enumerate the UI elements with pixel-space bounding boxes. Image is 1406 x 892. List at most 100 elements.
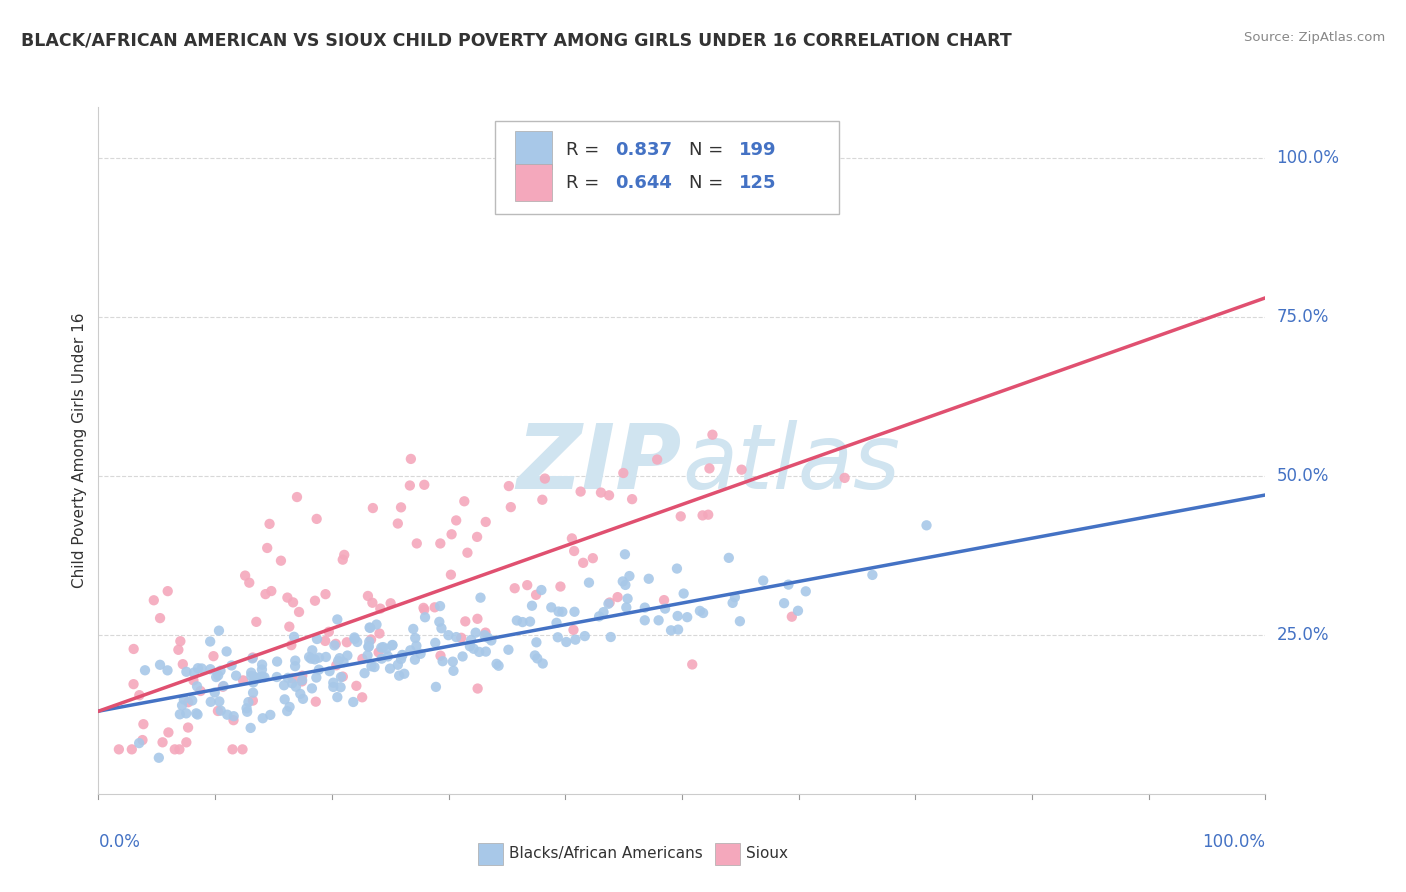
Point bbox=[474, 625, 496, 640]
Point bbox=[212, 680, 235, 694]
Point bbox=[281, 676, 304, 690]
Point bbox=[451, 649, 474, 664]
Point bbox=[149, 611, 172, 625]
Point bbox=[429, 599, 451, 613]
Point bbox=[562, 544, 585, 558]
Point bbox=[551, 605, 574, 619]
Point bbox=[588, 609, 610, 624]
Point bbox=[301, 643, 323, 657]
Point bbox=[187, 661, 209, 675]
Point bbox=[325, 658, 347, 673]
Point bbox=[215, 644, 238, 658]
Point bbox=[444, 630, 467, 644]
Point bbox=[562, 623, 585, 637]
Point bbox=[780, 609, 803, 624]
Point bbox=[402, 622, 425, 636]
Point bbox=[612, 466, 634, 480]
Point bbox=[209, 704, 232, 718]
Text: ZIP: ZIP bbox=[516, 420, 682, 508]
Point bbox=[270, 554, 292, 568]
Point bbox=[464, 625, 486, 640]
Point bbox=[413, 477, 436, 491]
Point bbox=[467, 681, 489, 696]
Point bbox=[498, 479, 520, 493]
Point bbox=[284, 654, 307, 668]
Point bbox=[333, 548, 356, 562]
Point bbox=[666, 609, 689, 624]
Point bbox=[561, 532, 583, 546]
Point bbox=[186, 679, 208, 693]
Point bbox=[564, 605, 586, 619]
Point bbox=[378, 662, 401, 676]
Point bbox=[523, 648, 546, 663]
Point bbox=[266, 670, 288, 684]
Point bbox=[207, 704, 229, 718]
Text: N =: N = bbox=[689, 141, 728, 160]
Text: Source: ZipAtlas.com: Source: ZipAtlas.com bbox=[1244, 31, 1385, 45]
Point bbox=[330, 670, 353, 684]
Point bbox=[283, 630, 305, 644]
Point bbox=[299, 651, 322, 665]
Point bbox=[721, 596, 744, 610]
Point bbox=[519, 615, 541, 629]
Point bbox=[363, 660, 385, 674]
Point bbox=[413, 610, 436, 624]
Point bbox=[332, 552, 354, 566]
Point bbox=[357, 589, 380, 603]
Point bbox=[236, 705, 259, 719]
Point bbox=[526, 635, 548, 649]
Point bbox=[430, 621, 453, 635]
Point bbox=[273, 678, 295, 692]
Point bbox=[368, 626, 391, 640]
Point bbox=[377, 649, 399, 664]
Point bbox=[266, 655, 288, 669]
Point bbox=[440, 567, 463, 582]
Point bbox=[242, 650, 264, 665]
Point bbox=[460, 632, 482, 647]
Point bbox=[717, 550, 740, 565]
Point bbox=[512, 615, 534, 629]
Point bbox=[163, 742, 186, 756]
Point bbox=[152, 735, 174, 749]
Point bbox=[308, 663, 330, 677]
Point bbox=[405, 639, 427, 653]
Point bbox=[172, 657, 194, 672]
Point bbox=[242, 675, 264, 690]
Point bbox=[198, 634, 221, 648]
Point bbox=[239, 721, 262, 735]
Point bbox=[370, 640, 392, 655]
Point bbox=[323, 639, 346, 653]
Point bbox=[388, 668, 411, 682]
Point bbox=[555, 635, 578, 649]
FancyBboxPatch shape bbox=[478, 843, 503, 864]
Point bbox=[238, 575, 260, 590]
Point bbox=[242, 693, 264, 707]
Point bbox=[169, 634, 191, 648]
Point bbox=[121, 742, 143, 756]
Point bbox=[915, 518, 938, 533]
Point bbox=[423, 600, 446, 615]
Point bbox=[669, 509, 692, 524]
Point bbox=[221, 658, 243, 673]
Point bbox=[174, 706, 197, 721]
Point bbox=[278, 620, 301, 634]
Point bbox=[465, 530, 488, 544]
Point bbox=[177, 721, 200, 735]
Point bbox=[352, 690, 374, 705]
Point bbox=[278, 699, 301, 714]
Point bbox=[381, 638, 404, 652]
Point bbox=[474, 515, 496, 529]
Point bbox=[619, 569, 641, 583]
Point bbox=[342, 695, 364, 709]
Point bbox=[488, 658, 510, 673]
Point bbox=[456, 546, 478, 560]
Point bbox=[702, 427, 724, 442]
Point bbox=[250, 657, 273, 672]
Text: N =: N = bbox=[689, 174, 728, 192]
Point bbox=[672, 586, 695, 600]
Point bbox=[291, 673, 314, 687]
Point bbox=[592, 605, 614, 619]
Point bbox=[425, 636, 447, 650]
Point bbox=[208, 694, 231, 708]
Point bbox=[381, 638, 404, 652]
